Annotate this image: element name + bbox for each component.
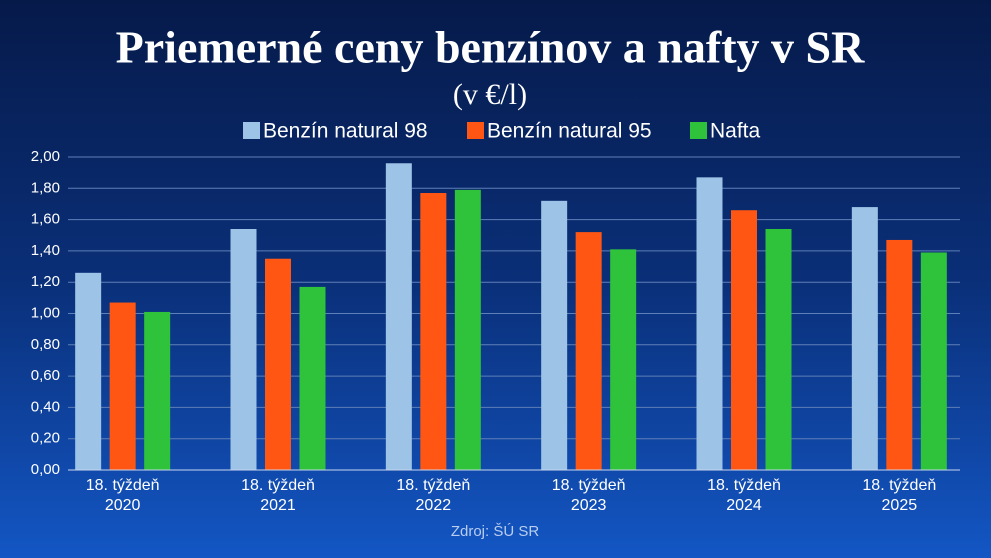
bar [731, 210, 757, 470]
y-tick-label: 0,80 [31, 336, 60, 353]
x-tick-label: 18. týždeň [552, 477, 626, 494]
legend-swatch [243, 122, 260, 139]
bar [109, 302, 136, 470]
bar [230, 228, 257, 470]
x-tick-label: 2023 [571, 497, 607, 514]
x-tick-label: 18. týždeň [707, 477, 781, 494]
bar [75, 272, 102, 470]
bar [886, 239, 913, 470]
y-tick-label: 0,40 [31, 398, 60, 415]
x-tick-label: 2022 [416, 497, 452, 514]
y-tick-label: 0,60 [31, 367, 60, 384]
bar [385, 163, 412, 470]
y-tick-label: 1,80 [31, 179, 60, 196]
x-tick-label: 2025 [882, 497, 918, 514]
legend-swatch [467, 122, 484, 139]
y-tick-label: 0,00 [31, 461, 60, 478]
bar [454, 189, 481, 471]
source: Zdroj: ŠÚ SR [451, 523, 540, 540]
bar [765, 228, 792, 470]
x-tick-label: 18. týždeň [86, 477, 160, 494]
chart-subtitle: (v €/l) [453, 78, 527, 111]
bar [420, 192, 447, 470]
legend-label: Nafta [710, 120, 761, 143]
y-tick-label: 1,40 [31, 242, 60, 259]
y-tick-label: 0,20 [31, 430, 60, 447]
y-tick-label: 1,60 [31, 211, 60, 228]
bar [299, 286, 326, 470]
x-tick-label: 2021 [260, 497, 296, 514]
legend-label: Benzín natural 95 [487, 120, 652, 143]
legend-label: Benzín natural 98 [263, 120, 428, 143]
bar [265, 258, 291, 470]
legend-swatch [690, 122, 707, 139]
y-tick-label: 2,00 [31, 148, 60, 165]
y-tick-label: 1,20 [31, 273, 60, 290]
bar [851, 207, 878, 470]
bar [610, 249, 637, 470]
chart-title: Priemerné ceny benzínov a nafty v SR [116, 22, 865, 73]
x-tick-label: 2024 [726, 497, 762, 514]
x-tick-label: 18. týždeň [862, 477, 936, 494]
x-tick-label: 2020 [105, 497, 141, 514]
bar [575, 232, 602, 470]
x-tick-label: 18. týždeň [241, 477, 315, 494]
bar [541, 200, 568, 470]
bar [920, 252, 947, 470]
bar [696, 177, 723, 470]
x-tick-label: 18. týždeň [396, 477, 470, 494]
y-tick-label: 1,00 [31, 304, 60, 321]
bar [144, 311, 171, 470]
